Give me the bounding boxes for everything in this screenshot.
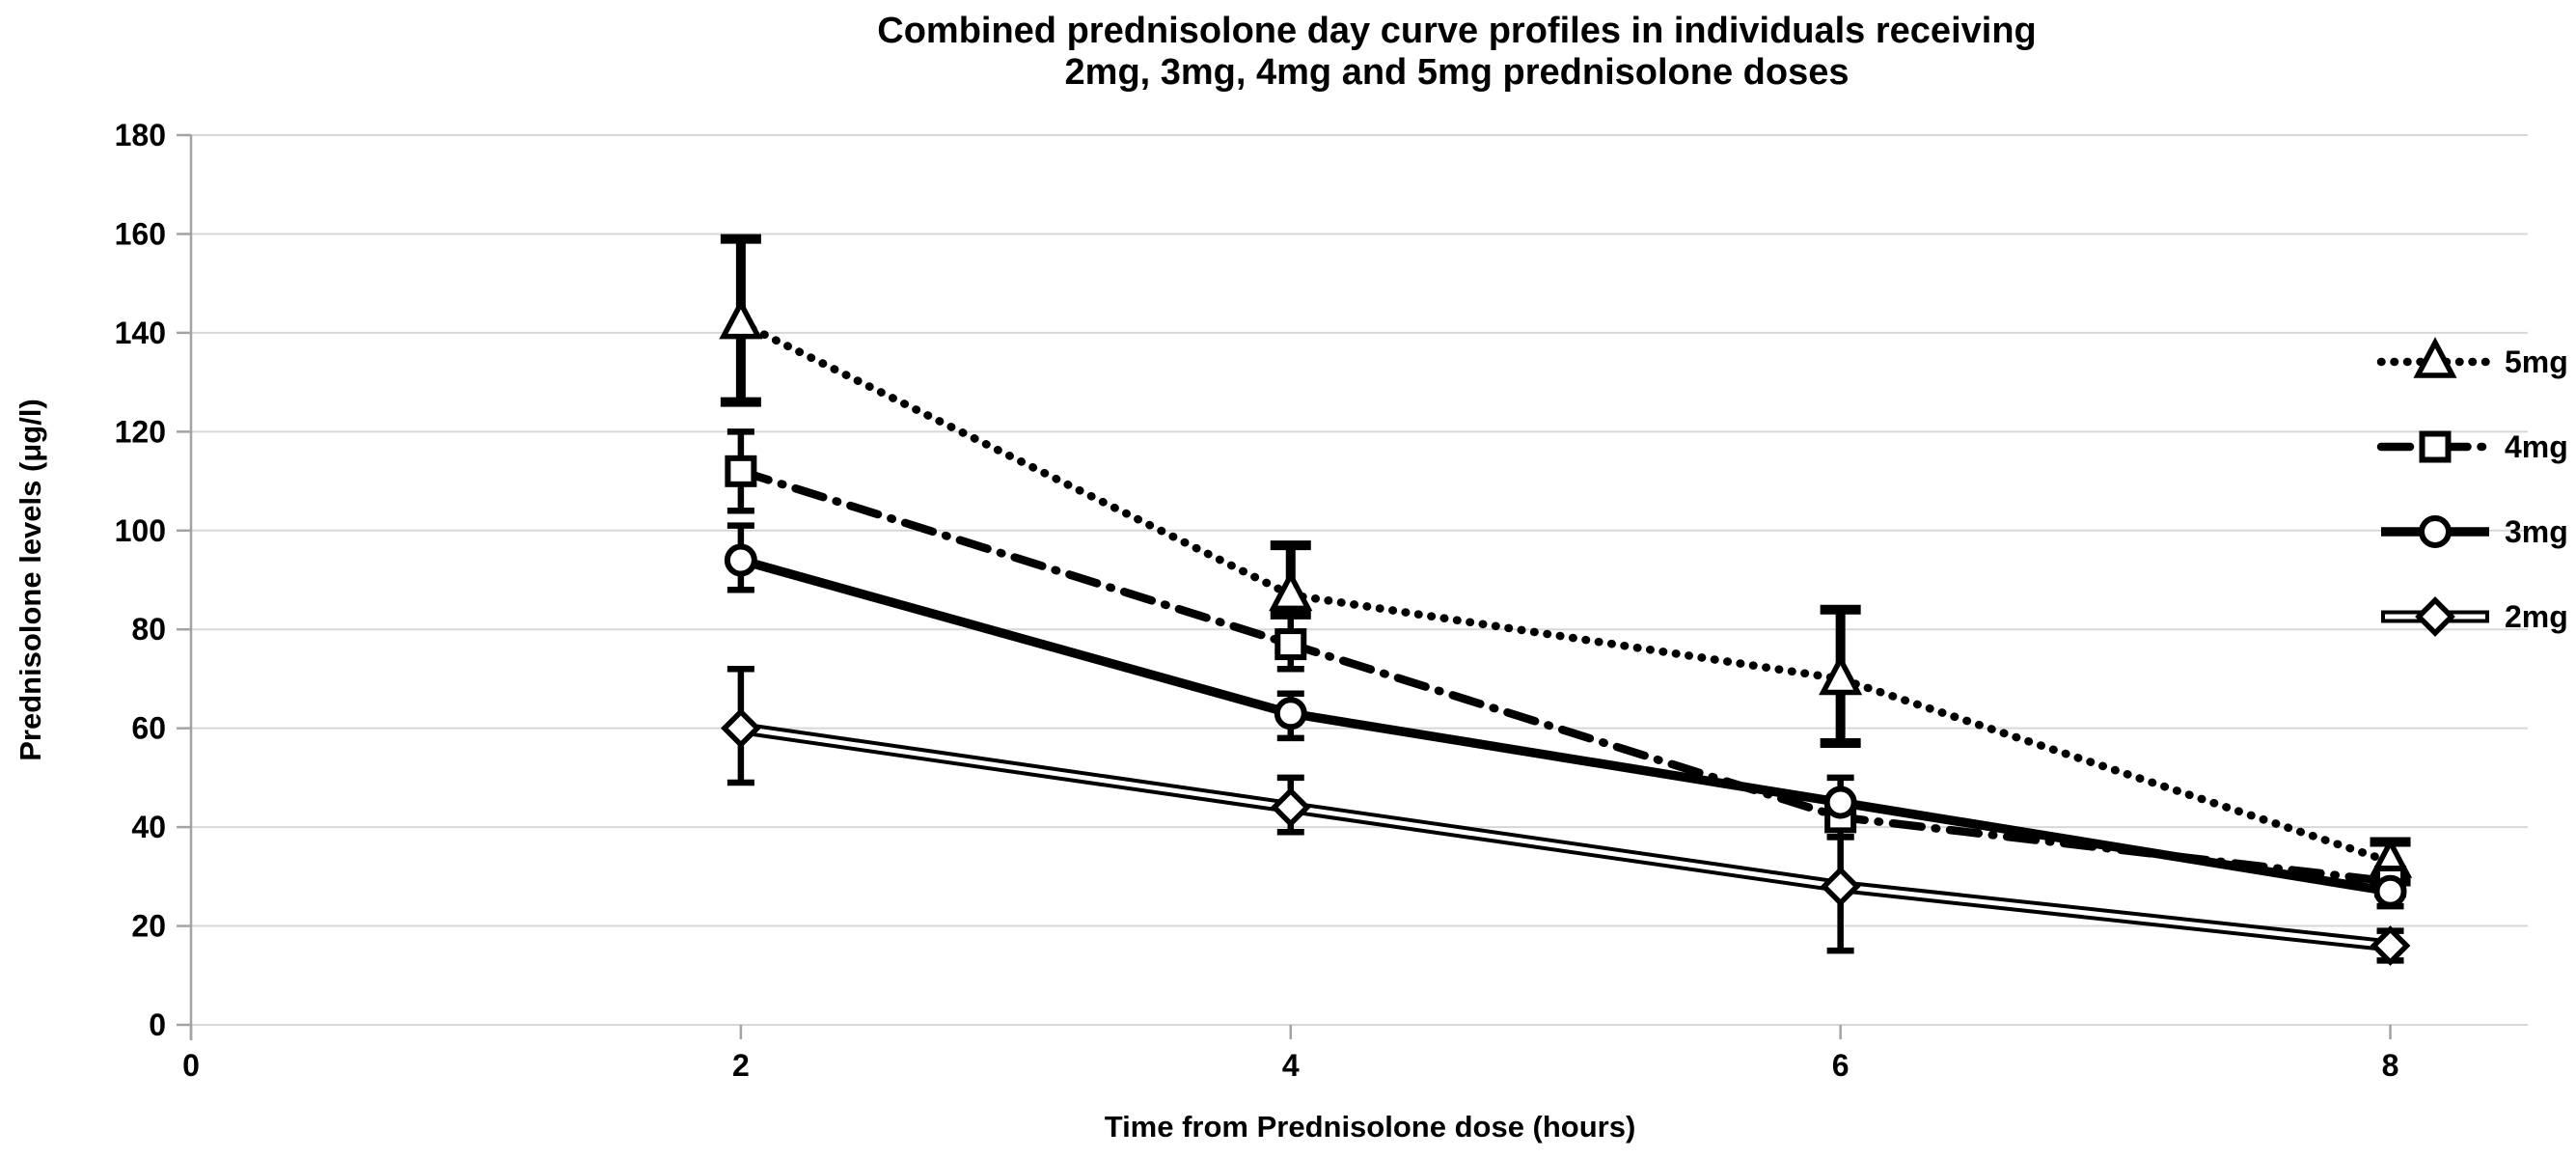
series-markers-5mg bbox=[719, 297, 2413, 878]
tick-labels: 0 20 40 60 80 100 120 140 160 180 0 2 4 6 8 bbox=[115, 118, 2399, 1083]
y-tick-label: 0 bbox=[149, 1007, 166, 1042]
series-markers-4mg bbox=[725, 455, 2407, 897]
legend-item-2mg: 2mg bbox=[2381, 596, 2568, 637]
series-line-3mg bbox=[739, 555, 2392, 896]
y-tick-label: 160 bbox=[115, 216, 166, 251]
x-axis-title: Time from Prednisolone dose (hours) bbox=[1105, 1110, 1636, 1144]
legend: 5mg 4mg 3mg 2mg bbox=[2376, 337, 2568, 637]
series-line-4mg bbox=[736, 467, 2395, 886]
series-line-5mg bbox=[736, 318, 2395, 867]
chart-title-line1: Combined prednisolone day curve profiles… bbox=[877, 11, 2037, 51]
y-tick-label: 140 bbox=[115, 316, 166, 350]
x-tick-label: 0 bbox=[182, 1048, 200, 1083]
series-markers-3mg bbox=[724, 543, 2407, 908]
legend-label-5mg: 5mg bbox=[2505, 345, 2568, 379]
x-tick-label: 4 bbox=[1282, 1048, 1300, 1083]
series-line-2mg bbox=[739, 722, 2392, 952]
legend-label-4mg: 4mg bbox=[2505, 429, 2568, 464]
legend-label-3mg: 3mg bbox=[2505, 514, 2568, 549]
y-tick-label: 100 bbox=[115, 513, 166, 548]
x-tick-label: 8 bbox=[2382, 1048, 2399, 1083]
y-tick-label: 120 bbox=[115, 414, 166, 449]
y-tick-label: 180 bbox=[115, 118, 166, 152]
x-tick-label: 6 bbox=[1832, 1048, 1850, 1083]
error-bars-5mg bbox=[720, 234, 2411, 887]
axes bbox=[177, 133, 2392, 1040]
y-tick-label: 20 bbox=[131, 909, 166, 944]
x-tick-label: 2 bbox=[732, 1048, 750, 1083]
series-lines bbox=[736, 318, 2395, 952]
series-markers bbox=[719, 297, 2413, 966]
y-tick-label: 60 bbox=[131, 711, 166, 746]
legend-item-5mg: 5mg bbox=[2376, 337, 2568, 379]
y-tick-label: 80 bbox=[131, 612, 166, 647]
chart-title-line2: 2mg, 3mg, 4mg and 5mg prednisolone doses bbox=[1065, 52, 1850, 93]
y-axis-title: Prednisolone levels (μg/l) bbox=[14, 399, 47, 761]
legend-label-2mg: 2mg bbox=[2505, 599, 2568, 634]
series-markers-2mg bbox=[720, 707, 2411, 966]
gridlines bbox=[191, 134, 2528, 1026]
y-tick-label: 40 bbox=[131, 810, 166, 844]
legend-item-3mg: 3mg bbox=[2381, 514, 2568, 549]
legend-item-4mg: 4mg bbox=[2376, 429, 2568, 464]
